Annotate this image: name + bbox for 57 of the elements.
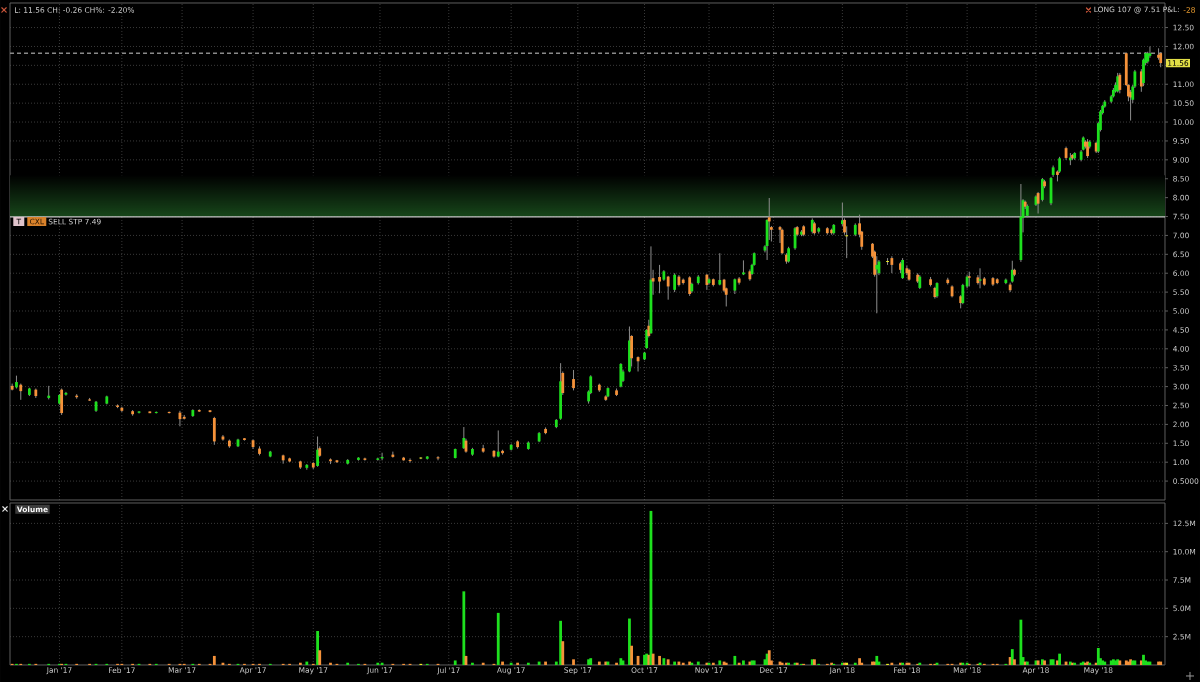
candlestick bbox=[212, 416, 216, 446]
bar bbox=[496, 612, 500, 665]
bar bbox=[630, 645, 633, 665]
bar bbox=[853, 662, 857, 665]
bar bbox=[316, 631, 319, 665]
candlestick bbox=[391, 451, 395, 459]
bar bbox=[1096, 647, 1100, 665]
candlestick bbox=[673, 272, 677, 293]
bar bbox=[509, 662, 513, 665]
candlestick bbox=[496, 429, 500, 458]
bar bbox=[662, 658, 666, 665]
bar bbox=[212, 655, 216, 665]
bar bbox=[376, 662, 380, 665]
bar bbox=[1010, 649, 1014, 665]
bar bbox=[346, 662, 350, 665]
candlestick bbox=[572, 369, 575, 391]
bar bbox=[1013, 659, 1016, 665]
bar bbox=[615, 662, 618, 665]
bar bbox=[544, 661, 547, 665]
bar bbox=[597, 661, 601, 665]
candlestick bbox=[666, 275, 670, 301]
bar bbox=[318, 650, 322, 665]
bar bbox=[1058, 653, 1062, 665]
bar bbox=[526, 662, 530, 665]
bar bbox=[481, 662, 485, 665]
bar bbox=[651, 653, 655, 665]
bar bbox=[860, 662, 864, 665]
bar bbox=[673, 661, 677, 665]
bar bbox=[471, 662, 474, 665]
bar bbox=[890, 662, 894, 665]
bar bbox=[516, 662, 520, 665]
bar bbox=[628, 618, 631, 665]
bar bbox=[537, 661, 541, 665]
candlestick bbox=[718, 252, 722, 286]
candlestick bbox=[737, 276, 741, 286]
candlestick bbox=[658, 264, 661, 294]
bar bbox=[1019, 619, 1023, 665]
bar bbox=[696, 661, 700, 665]
bar bbox=[572, 659, 575, 665]
bar bbox=[329, 662, 332, 665]
bar bbox=[380, 662, 384, 665]
bar bbox=[742, 660, 745, 665]
bar bbox=[561, 641, 565, 665]
bar bbox=[453, 660, 457, 665]
bar bbox=[658, 655, 661, 665]
bar bbox=[718, 660, 722, 665]
bar bbox=[737, 662, 741, 665]
bar bbox=[462, 591, 466, 665]
bar bbox=[298, 662, 302, 665]
bar bbox=[681, 662, 685, 665]
bar bbox=[711, 662, 715, 665]
bar bbox=[733, 655, 737, 665]
bar bbox=[305, 661, 309, 665]
bar bbox=[875, 655, 879, 665]
bar bbox=[858, 658, 861, 665]
bar bbox=[501, 661, 504, 665]
bar bbox=[666, 659, 670, 665]
